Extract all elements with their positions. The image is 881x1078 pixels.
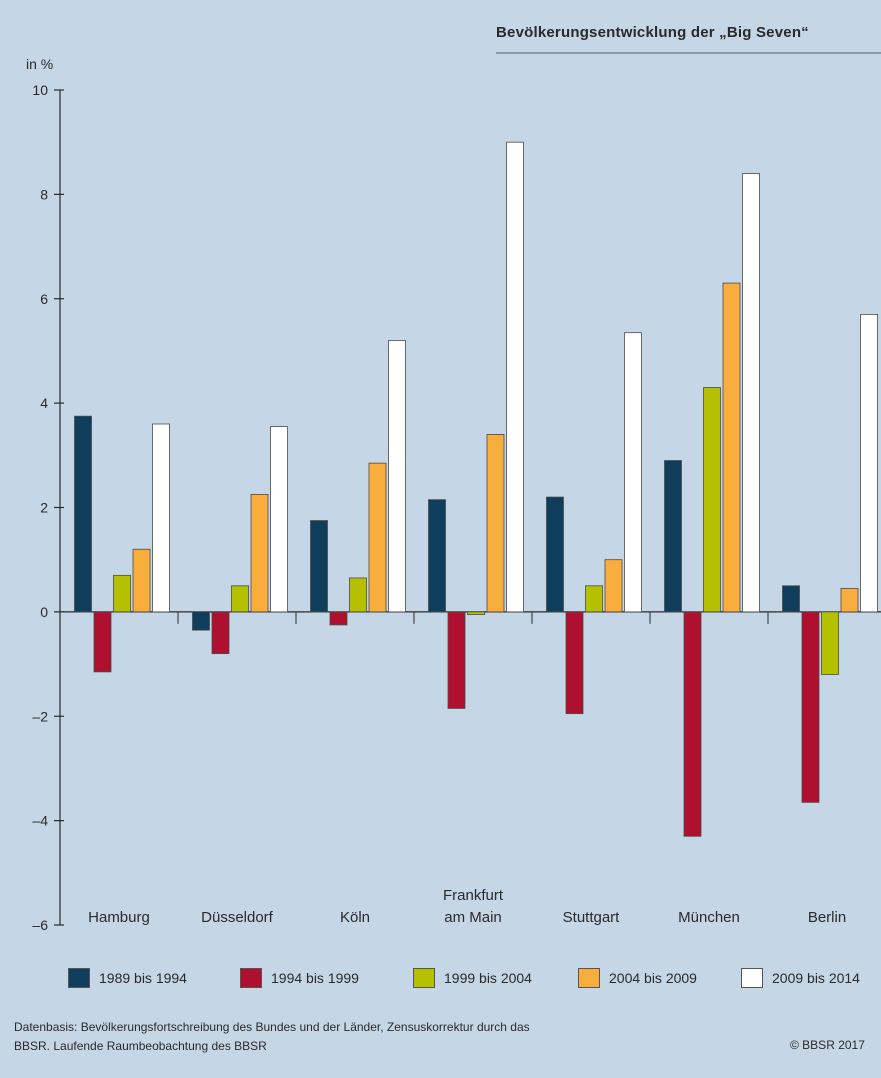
bar	[546, 496, 564, 613]
bar	[388, 340, 406, 613]
bar	[801, 611, 820, 803]
y-tick-label: –4	[32, 813, 48, 829]
legend-swatch	[741, 968, 763, 988]
source-note: Datenbasis: Bevölkerungsfortschreibung d…	[14, 1018, 734, 1056]
bar	[250, 494, 269, 613]
y-axis-unit-label: in %	[26, 56, 54, 72]
y-tick-label: –2	[32, 708, 48, 724]
bar	[447, 611, 466, 709]
y-tick-label: 0	[40, 604, 48, 620]
x-category-label: Berlin	[808, 909, 846, 926]
bar	[506, 141, 524, 613]
bar	[74, 415, 92, 613]
bar-chart-plot: –6 –4 –2 0 2 4 6 8 10 Hamburg Düsseldorf Köln Frankf…	[32, 82, 881, 933]
bar	[664, 460, 682, 613]
bar	[722, 282, 741, 613]
y-tick-label: 2	[40, 500, 48, 516]
legend-item: 1994 bis 1999	[240, 966, 359, 990]
legend-label: 2009 bis 2014	[772, 970, 860, 986]
title-underline	[496, 52, 881, 54]
bar	[840, 587, 859, 613]
bar	[683, 611, 702, 837]
x-category-label: Stuttgart	[563, 909, 621, 926]
x-category-label: Frankfurt	[443, 887, 504, 904]
legend-label: 1989 bis 1994	[99, 970, 187, 986]
x-category-label: Düsseldorf	[201, 909, 274, 926]
source-line-1: Datenbasis: Bevölkerungsfortschreibung d…	[14, 1020, 530, 1034]
bar	[565, 611, 584, 715]
bar	[368, 462, 387, 613]
x-category-label: Köln	[340, 909, 370, 926]
legend-swatch	[240, 968, 262, 988]
bar	[860, 314, 878, 613]
bar	[93, 611, 112, 673]
legend-label: 1994 bis 1999	[271, 970, 359, 986]
bar	[585, 585, 603, 613]
bar	[310, 520, 328, 613]
bar	[821, 611, 839, 675]
bar	[624, 332, 642, 613]
legend-item: 2004 bis 2009	[578, 966, 697, 990]
bar	[231, 585, 249, 613]
legend-item: 2009 bis 2014	[741, 966, 860, 990]
bar	[703, 387, 721, 613]
y-tick-label: 8	[40, 186, 48, 202]
bar	[486, 434, 505, 613]
legend-item: 1989 bis 1994	[68, 966, 187, 990]
copyright-notice: © BBSR 2017	[790, 1038, 865, 1052]
x-category-label: München	[678, 909, 740, 926]
bar	[742, 173, 760, 613]
y-tick-label: 10	[32, 82, 48, 98]
legend-swatch	[578, 968, 600, 988]
bar	[428, 499, 446, 613]
bar	[132, 548, 151, 613]
bar	[211, 611, 230, 655]
x-category-label: am Main	[444, 909, 502, 926]
bar	[192, 611, 210, 631]
legend-swatch	[68, 968, 90, 988]
x-category-label: Hamburg	[88, 909, 150, 926]
bar	[467, 611, 485, 615]
legend-swatch	[413, 968, 435, 988]
chart-title: Bevölkerungsentwicklung der „Big Seven“	[496, 24, 809, 41]
y-tick-label: 4	[40, 395, 48, 411]
legend-label: 2004 bis 2009	[609, 970, 697, 986]
legend-item: 1999 bis 2004	[413, 966, 532, 990]
y-tick-label: 6	[40, 291, 48, 307]
bar	[152, 423, 170, 613]
bar	[270, 426, 288, 613]
bar	[782, 585, 800, 613]
bar	[329, 611, 348, 626]
chart-legend: 1989 bis 1994 1994 bis 1999 1999 bis 2004 2…	[68, 966, 881, 992]
legend-label: 1999 bis 2004	[444, 970, 532, 986]
source-line-2: BBSR. Laufende Raumbeobachtung des BBSR	[14, 1039, 267, 1053]
bar	[604, 559, 623, 613]
y-tick-label: –6	[32, 917, 48, 933]
bar	[349, 577, 367, 613]
bar	[113, 574, 131, 613]
